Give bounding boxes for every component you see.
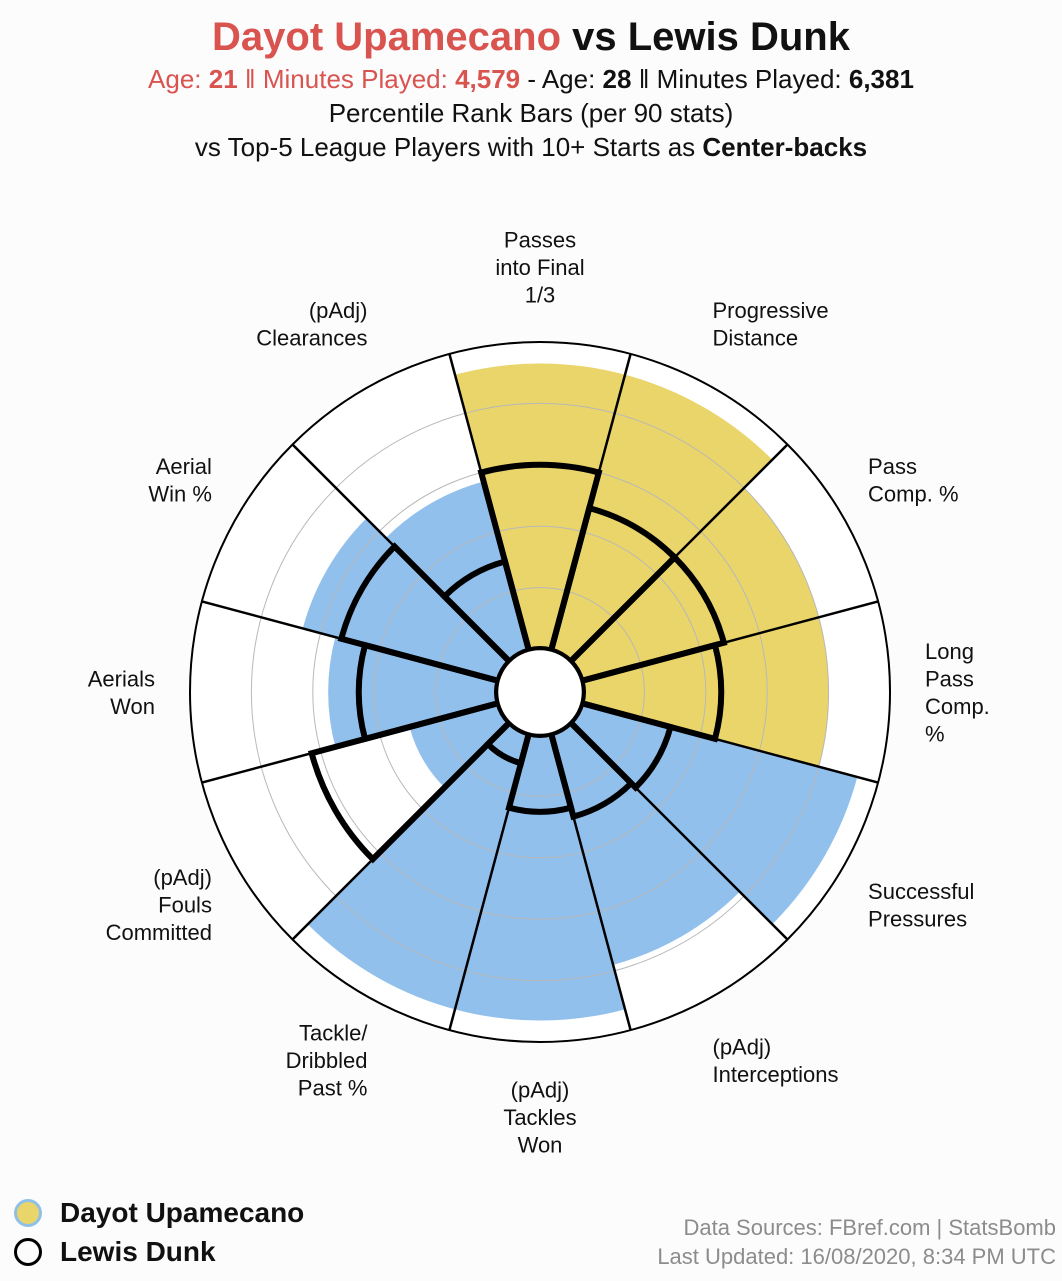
- separator-dash: -: [520, 64, 542, 94]
- spoke: [201, 600, 499, 683]
- separator: ‖: [237, 64, 263, 94]
- chart-title: Dayot Upamecano vs Lewis Dunk: [0, 12, 1062, 62]
- spoke: [201, 701, 499, 784]
- bar-player1-10: [328, 637, 499, 747]
- category-label-line: Distance: [713, 326, 799, 351]
- legend-label-player2: Lewis Dunk: [60, 1235, 216, 1267]
- category-label: Passes into Final 1/3: [495, 228, 584, 308]
- player2-age-label: Age:: [541, 64, 603, 94]
- category-label-line: Committed: [106, 920, 212, 945]
- title-vs-player2: vs Lewis Dunk: [561, 15, 850, 59]
- grid-ring: [373, 525, 707, 859]
- category-label: Pass Comp. %: [868, 454, 958, 507]
- category-label-line: (pAdj): [713, 1034, 772, 1059]
- category-label: (pAdj) Clearances: [256, 298, 367, 351]
- spoke: [291, 443, 511, 663]
- player1-minutes: 4,579: [455, 64, 521, 94]
- legend: Dayot Upamecano Lewis Dunk: [14, 1193, 304, 1271]
- spoke: [569, 721, 789, 941]
- spoke: [549, 733, 632, 1031]
- category-label-line: Long: [925, 639, 974, 664]
- legend-item-player2: Lewis Dunk: [14, 1232, 304, 1271]
- player2-age: 28: [602, 64, 632, 94]
- bar-player1-1: [454, 363, 626, 651]
- title-player1: Dayot Upamecano: [212, 15, 561, 59]
- bar-player1-7: [454, 733, 626, 1021]
- category-label: Tackle/Dribbled Past %: [286, 1021, 369, 1101]
- spoke: [448, 353, 531, 651]
- category-label-line: Pass: [925, 666, 974, 691]
- category-label-line: Past %: [298, 1076, 368, 1101]
- category-label-line: Interceptions: [713, 1062, 839, 1087]
- player2-minutes-label: Minutes Played:: [656, 64, 849, 94]
- legend-swatch-filled: [14, 1198, 42, 1227]
- category-label-line: Won: [518, 1133, 563, 1158]
- data-sources: Data Sources: FBref.com | StatsBomb Last…: [657, 1213, 1056, 1271]
- spoke: [581, 701, 879, 784]
- category-label-line: Aerials: [88, 666, 155, 691]
- player2-minutes: 6,381: [848, 64, 914, 94]
- subtitle-position: Center-backs: [702, 132, 868, 162]
- grid-ring: [250, 402, 830, 982]
- category-label: Progressive Distance: [713, 298, 829, 351]
- category-label-line: Aerial: [156, 454, 212, 479]
- spoke: [448, 733, 531, 1031]
- category-label-line: Comp.: [925, 694, 990, 719]
- category-label-line: %: [925, 721, 945, 746]
- player1-age-label: Age:: [148, 64, 209, 94]
- category-label: (pAdj) Interceptions: [713, 1034, 839, 1087]
- outer-ring: [189, 341, 891, 1043]
- category-label: (pAdj) Fouls Committed: [106, 865, 212, 945]
- category-label-line: Tackles: [503, 1105, 576, 1130]
- category-label-line: Won: [110, 694, 155, 719]
- subtitle-comparison-prefix: vs Top-5 League Players with 10+ Starts …: [194, 132, 703, 162]
- player-stats-line: Age: 21 ‖ Minutes Played: 4,579 - Age: 2…: [0, 62, 1062, 96]
- subtitle-percentile: Percentile Rank Bars (per 90 stats): [328, 98, 734, 128]
- category-label-line: Successful: [868, 879, 974, 904]
- grid-ring: [435, 587, 645, 797]
- category-label-line: Dribbled: [286, 1048, 368, 1073]
- category-label-line: Clearances: [256, 326, 367, 351]
- last-updated: Last Updated: 16/08/2020, 8:34 PM UTC: [657, 1244, 1056, 1269]
- category-label-line: Tackle/: [299, 1021, 368, 1046]
- bar-player1-9: [409, 703, 510, 788]
- spoke: [291, 721, 511, 941]
- player1-age: 21: [208, 64, 238, 94]
- category-label: Successful Pressures: [868, 879, 974, 932]
- category-label: Aerials Won: [88, 666, 155, 719]
- category-label: Long Pass Comp.%: [925, 639, 990, 747]
- category-label-line: (pAdj): [309, 298, 368, 323]
- category-label-line: Passes: [504, 228, 576, 253]
- legend-item-player1: Dayot Upamecano: [14, 1193, 304, 1232]
- category-label-line: into Final: [495, 255, 584, 280]
- legend-swatch-outline: [14, 1237, 42, 1266]
- spoke: [581, 600, 879, 683]
- category-label-line: Comp. %: [868, 481, 958, 506]
- chart-header: Dayot Upamecano vs Lewis Dunk Age: 21 ‖ …: [0, 12, 1062, 164]
- spoke: [549, 353, 632, 651]
- category-label-line: Win %: [148, 481, 212, 506]
- category-label: Aerial Win %: [148, 454, 212, 507]
- category-label-line: (pAdj): [511, 1078, 570, 1103]
- category-label-line: Pass: [868, 454, 917, 479]
- category-label-line: Pressures: [868, 906, 967, 931]
- category-label: (pAdj) Tackles Won: [503, 1078, 576, 1158]
- player1-minutes-label: Minutes Played:: [262, 64, 456, 94]
- bar-player1-4: [581, 617, 829, 767]
- category-label-line: (pAdj): [153, 865, 212, 890]
- bar-player1-6: [551, 722, 740, 965]
- spoke: [569, 443, 789, 663]
- category-label-line: Fouls: [158, 893, 212, 918]
- legend-label-player1: Dayot Upamecano: [60, 1196, 305, 1228]
- subtitle-comparison: vs Top-5 League Players with 10+ Starts …: [0, 130, 1062, 164]
- center-hub: [495, 647, 585, 737]
- separator: ‖: [631, 64, 657, 94]
- sources-line: Data Sources: FBref.com | StatsBomb: [683, 1215, 1056, 1240]
- category-label-line: Progressive: [713, 298, 829, 323]
- category-label-line: 1/3: [525, 283, 556, 308]
